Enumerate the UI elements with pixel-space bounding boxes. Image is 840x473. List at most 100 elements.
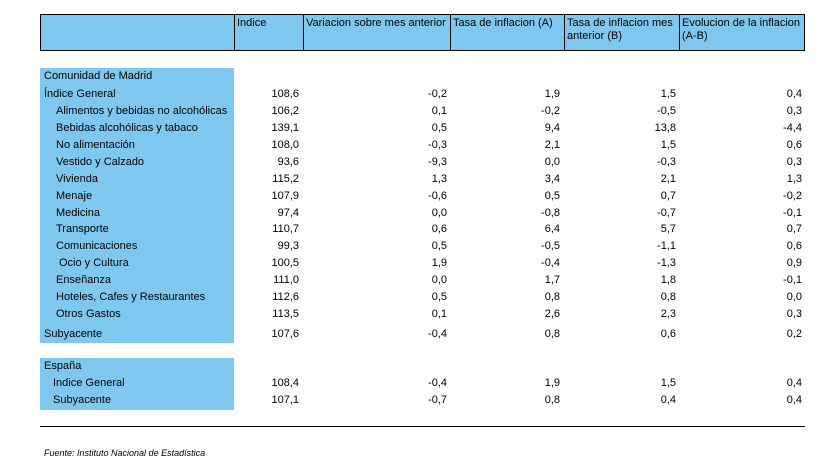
table-header: Indice Variacion sobre mes anterior Tasa… (40, 14, 805, 51)
cell-variacion: 0,5 (431, 122, 447, 134)
row-label: Vivienda (56, 173, 98, 185)
cell-variacion: 0,1 (431, 105, 447, 117)
row-label: Bebidas alcohólicas y tabaco (56, 122, 198, 134)
cell-evolucion: -4,4 (783, 122, 802, 134)
cell-variacion: 1,9 (431, 257, 447, 269)
cell-indice: 100,5 (271, 257, 299, 269)
madrid-row: Alimentos y bebidas no alcohólicas 106,2 0… (40, 103, 805, 119)
espana-row: Indice General 108,4 -0,4 1,9 1,5 0,4 (40, 375, 805, 391)
cell-variacion: -0,4 (428, 328, 447, 340)
cell-tasa-b: 0,8 (660, 291, 676, 303)
cell-variacion: 0,6 (431, 223, 447, 235)
madrid-row: Menaje 107,9 -0,6 0,5 0,7 -0,2 (40, 188, 805, 204)
cell-tasa-b: -0,3 (657, 156, 676, 168)
row-label: Vestido y Calzado (56, 156, 145, 168)
cell-evolucion: -0,1 (783, 274, 802, 286)
madrid-subyacente-row: Subyacente 107,6 -0,4 0,8 0,6 0,2 (40, 326, 805, 342)
cell-variacion: -0,4 (428, 377, 447, 389)
cell-indice: 115,2 (272, 173, 299, 185)
cell-tasa-b: 13,8 (654, 122, 676, 134)
cell-evolucion: 0,3 (786, 156, 802, 168)
row-label: Medicina (56, 207, 101, 219)
madrid-title-row: Comunidad de Madrid (40, 68, 805, 84)
row-label: Alimentos y bebidas no alcohólicas (56, 105, 228, 117)
row-label: Subyacente (53, 394, 112, 406)
cell-tasa-a: 6,4 (544, 223, 560, 235)
header-indice-label: Indice (237, 17, 267, 29)
cell-variacion: 0,5 (431, 291, 447, 303)
header-variacion-label: Variacion sobre mes anterior (306, 17, 446, 29)
cell-tasa-a: 0,8 (544, 394, 560, 406)
cell-tasa-a: 1,9 (544, 377, 560, 389)
cell-variacion: 0,5 (431, 240, 447, 252)
cell-tasa-a: 2,6 (544, 308, 560, 320)
madrid-row: No alimentación 108,0 -0,3 2,1 1,5 0,6 (40, 137, 805, 153)
cell-tasa-a: 0,0 (544, 156, 560, 168)
cell-indice: 139,1 (271, 122, 299, 134)
row-label: No alimentación (56, 139, 135, 151)
header-indice: Indice (234, 15, 303, 50)
cell-tasa-a: -0,5 (541, 240, 560, 252)
cell-tasa-a: 9,4 (544, 122, 560, 134)
madrid-row: Transporte 110,7 0,6 6,4 5,7 0,7 (40, 221, 805, 237)
cell-tasa-a: -0,8 (541, 207, 560, 219)
cell-tasa-a: 3,4 (544, 173, 560, 185)
cell-indice: 99,3 (277, 240, 299, 252)
cell-indice: 110,7 (272, 223, 299, 235)
cell-tasa-b: -0,7 (657, 207, 676, 219)
madrid-row: Medicina 97,4 0,0 -0,8 -0,7 -0,1 (40, 205, 805, 221)
cell-tasa-a: 1,9 (544, 88, 560, 100)
cell-evolucion: -0,2 (783, 190, 802, 202)
cell-tasa-b: 2,1 (660, 173, 676, 185)
row-label: Subyacente (44, 328, 103, 340)
cell-tasa-b: -0,5 (657, 105, 676, 117)
cell-variacion: 0,0 (431, 274, 447, 286)
cell-indice: 108,4 (271, 377, 299, 389)
header-evolucion-line2: (A-B) (682, 30, 708, 42)
cell-indice: 93,6 (277, 156, 299, 168)
madrid-row: Bebidas alcohólicas y tabaco 139,1 0,5 9,4 1… (40, 120, 805, 136)
cell-tasa-a: -0,2 (541, 105, 560, 117)
cell-variacion: -0,7 (428, 394, 447, 406)
cell-variacion: 0,0 (431, 207, 447, 219)
cell-evolucion: 0,7 (786, 223, 802, 235)
row-label: Transporte (56, 223, 109, 235)
madrid-row: Ocio y Cultura 100,5 1,9 -0,4 -1,3 0,9 (40, 255, 805, 271)
cell-tasa-a: -0,4 (541, 257, 560, 269)
cell-evolucion: 0,4 (786, 394, 802, 406)
cell-tasa-a: 0,8 (544, 291, 560, 303)
header-evolucion-line1: Evolucion de la inflacion (682, 17, 801, 29)
cell-variacion: -9,3 (428, 156, 447, 168)
row-label: Enseñanza (56, 274, 112, 286)
cell-tasa-b: 1,5 (660, 377, 676, 389)
cell-tasa-a: 2,1 (544, 139, 560, 151)
espana-title-row-label: España (44, 360, 82, 372)
cell-variacion: 0,1 (431, 308, 447, 320)
cell-tasa-b: 1,5 (660, 139, 676, 151)
header-evolucion: Evolucion de la inflacion (A-B) (679, 15, 805, 50)
row-label: Comunicaciones (56, 240, 138, 252)
cell-indice: 113,5 (272, 308, 299, 320)
header-tasa-a: Tasa de inflacion (A) (450, 15, 564, 50)
cell-tasa-b: 0,4 (660, 394, 676, 406)
cell-variacion: -0,6 (428, 190, 447, 202)
cell-tasa-b: 5,7 (660, 223, 676, 235)
cell-indice: 107,6 (271, 328, 299, 340)
cell-indice: 108,0 (271, 139, 299, 151)
row-label: Menaje (56, 190, 93, 202)
header-tasa-b: Tasa de inflacion mes anterior (B) (564, 15, 679, 50)
madrid-row: Otros Gastos 113,5 0,1 2,6 2,3 0,3 (40, 306, 805, 322)
madrid-title-row-label: Comunidad de Madrid (44, 70, 153, 82)
cell-indice: 108,6 (271, 88, 299, 100)
bottom-rule (40, 426, 805, 427)
madrid-label-column (40, 68, 234, 343)
cell-tasa-b: 0,7 (660, 190, 676, 202)
row-label: Hoteles, Cafes y Restaurantes (56, 291, 206, 303)
cell-evolucion: -0,1 (783, 207, 802, 219)
cell-tasa-a: 0,5 (544, 190, 560, 202)
cell-evolucion: 0,6 (786, 240, 802, 252)
cell-variacion: 1,3 (431, 173, 447, 185)
cell-evolucion: 0,2 (786, 328, 802, 340)
cell-evolucion: 0,6 (786, 139, 802, 151)
espana-label-column (40, 358, 234, 410)
